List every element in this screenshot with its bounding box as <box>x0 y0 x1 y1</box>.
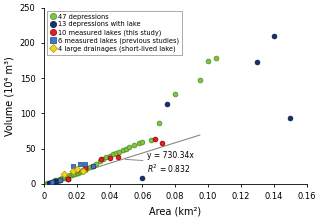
Point <box>214 57 219 60</box>
Point <box>61 172 66 176</box>
Point <box>74 167 79 171</box>
Point <box>46 181 51 184</box>
Point <box>153 137 158 141</box>
Point <box>51 180 56 184</box>
Point <box>76 171 81 174</box>
Legend: 47 depressions, 13 depressions with lake, 10 measured lakes (this study), 6 meas: 47 depressions, 13 depressions with lake… <box>47 11 182 55</box>
Point <box>66 174 71 178</box>
Point <box>48 181 53 184</box>
Point <box>66 177 71 181</box>
Text: y = 730.34x
$R^2$ = 0.832: y = 730.34x $R^2$ = 0.832 <box>147 151 194 175</box>
Point <box>74 171 79 175</box>
Point <box>50 180 55 184</box>
Point <box>68 174 73 177</box>
Point <box>82 168 87 172</box>
Point <box>91 164 96 167</box>
Point <box>58 179 63 182</box>
Point <box>54 179 60 182</box>
Point <box>107 156 112 160</box>
Point <box>140 176 145 179</box>
Point <box>59 177 64 180</box>
Point <box>79 169 84 172</box>
Point <box>46 181 51 185</box>
Point <box>58 179 63 182</box>
Point <box>288 116 293 119</box>
Point <box>58 177 63 181</box>
Point <box>94 162 99 166</box>
Point <box>69 173 74 177</box>
Point <box>71 169 76 172</box>
Point <box>50 180 55 184</box>
Point <box>140 140 145 143</box>
Point <box>87 165 92 169</box>
Y-axis label: Volume (10⁴ m³): Volume (10⁴ m³) <box>4 56 14 136</box>
Point <box>91 165 96 168</box>
Point <box>164 103 170 106</box>
Point <box>56 178 61 181</box>
Point <box>71 164 76 167</box>
Point <box>48 181 53 184</box>
Point <box>66 177 71 181</box>
Point <box>205 59 211 62</box>
Point <box>58 178 63 181</box>
Point <box>53 179 58 183</box>
Point <box>81 168 86 172</box>
Point <box>172 93 178 96</box>
Point <box>255 60 260 64</box>
Point <box>114 151 119 155</box>
Point <box>104 155 109 159</box>
Point <box>77 170 83 174</box>
Point <box>99 157 104 160</box>
Point <box>156 121 161 124</box>
Point <box>100 158 106 161</box>
Point <box>107 154 112 158</box>
Point <box>137 141 142 145</box>
Point <box>64 176 69 179</box>
Point <box>82 167 87 170</box>
Point <box>91 164 96 167</box>
Point <box>61 176 66 179</box>
Point <box>148 139 153 142</box>
Point <box>74 168 79 172</box>
Point <box>77 162 83 166</box>
Point <box>84 167 89 170</box>
Point <box>120 148 125 152</box>
Point <box>81 169 86 172</box>
Point <box>132 143 137 147</box>
Point <box>117 150 122 153</box>
Point <box>51 179 56 183</box>
Point <box>110 152 115 156</box>
Point <box>197 78 202 81</box>
Point <box>271 34 276 38</box>
Point <box>53 179 58 182</box>
Point <box>82 162 87 166</box>
Point <box>44 181 50 185</box>
Point <box>159 141 164 145</box>
Point <box>63 175 68 179</box>
Point <box>72 172 77 176</box>
Point <box>50 180 55 184</box>
Point <box>127 145 132 149</box>
Point <box>71 172 76 176</box>
X-axis label: Area (km²): Area (km²) <box>149 207 201 217</box>
Point <box>54 179 60 183</box>
Point <box>97 160 102 163</box>
Point <box>124 147 129 151</box>
Point <box>115 155 120 159</box>
